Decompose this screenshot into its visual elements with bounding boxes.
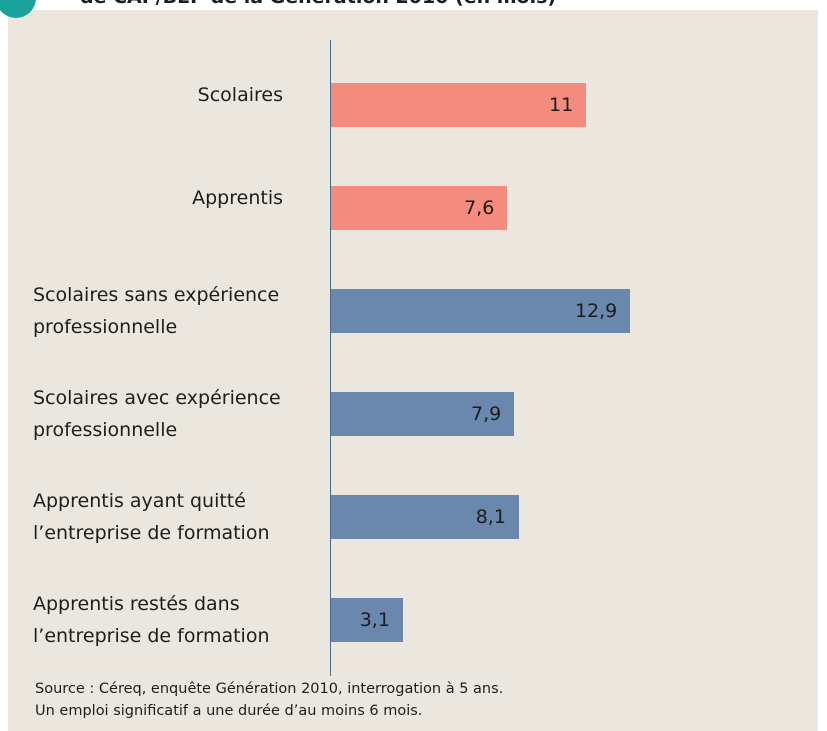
bar — [331, 186, 508, 230]
category-label: Apprentis — [192, 187, 283, 209]
panel — [8, 10, 818, 731]
bar — [331, 495, 519, 539]
icon — [0, 0, 36, 18]
bar — [331, 598, 403, 642]
data-label: 12,9 — [574, 300, 618, 322]
note: Un emploi significatif a une durée d’au … — [35, 703, 423, 719]
data-label: 8,1 — [475, 506, 506, 528]
data-label: 7,6 — [464, 197, 495, 219]
category-label: Scolaires — [197, 84, 283, 106]
bar — [331, 289, 631, 333]
category-label: Scolaires sans expérience professionnell… — [33, 284, 280, 338]
data-label: 7,9 — [471, 403, 502, 425]
note: Source : Céreq, enquête Génération 2010,… — [35, 681, 504, 697]
chart-title: de CAP/BEP de la Génération 2010 (en moi… — [80, 0, 556, 8]
bar — [331, 83, 587, 127]
category-label: Apprentis restés dans l’entreprise de fo… — [33, 593, 270, 647]
bar — [331, 392, 515, 436]
category-label: Apprentis ayant quitté l’entreprise de f… — [33, 490, 270, 544]
axis-line — [330, 40, 331, 676]
data-label: 3,1 — [359, 609, 390, 631]
category-label: Scolaires avec expérience professionnell… — [33, 387, 281, 441]
data-label: 11 — [549, 94, 574, 116]
